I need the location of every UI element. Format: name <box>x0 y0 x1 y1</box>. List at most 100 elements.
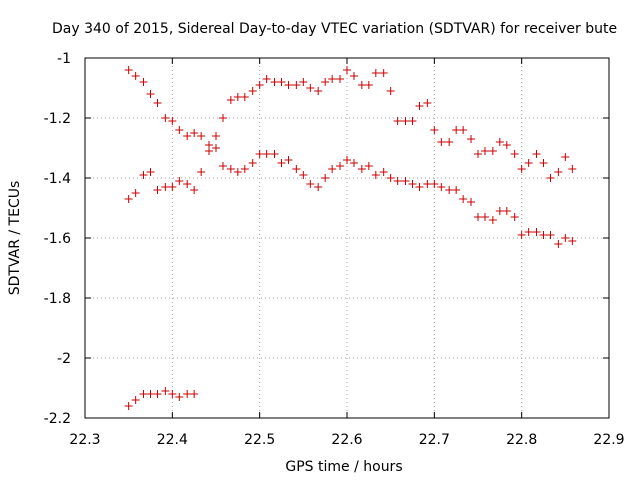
data-point-upper <box>248 87 257 95</box>
x-tick-label: 22.5 <box>244 432 275 448</box>
data-point-middle <box>502 207 511 215</box>
data-point-middle <box>314 183 323 191</box>
data-point-middle <box>488 216 497 224</box>
y-tick-label: -1.2 <box>44 111 71 127</box>
data-point-middle <box>218 162 227 170</box>
data-point-upper <box>197 132 206 140</box>
y-tick-label: -1.6 <box>44 231 71 247</box>
data-point-middle <box>168 183 177 191</box>
data-point-middle <box>131 189 140 197</box>
data-point-upper <box>510 150 519 158</box>
data-point-middle <box>423 180 432 188</box>
data-point-middle <box>546 231 555 239</box>
data-point-upper <box>393 117 402 125</box>
data-point-middle <box>452 186 461 194</box>
data-point-upper <box>423 99 432 107</box>
data-point-upper <box>314 87 323 95</box>
data-point-middle <box>357 165 366 173</box>
data-point-upper <box>474 150 482 158</box>
data-point-middle <box>364 162 373 170</box>
data-point-upper <box>131 72 140 80</box>
data-point-lower <box>139 390 148 398</box>
data-point-middle <box>517 231 526 239</box>
data-point-upper <box>517 165 526 173</box>
data-point-upper <box>270 78 279 86</box>
data-point-middle <box>321 174 330 182</box>
data-point-middle <box>248 159 257 167</box>
y-tick-label: -1 <box>57 51 71 67</box>
data-point-lower <box>124 402 133 410</box>
chart-title: Day 340 of 2015, Sidereal Day-to-day VTE… <box>52 21 617 37</box>
data-point-middle <box>539 231 548 239</box>
data-point-middle <box>437 183 446 191</box>
data-point-middle <box>386 174 395 182</box>
data-point-middle <box>343 156 351 164</box>
x-tick-label: 22.8 <box>506 432 537 448</box>
data-point-middle <box>467 198 476 206</box>
data-point-upper <box>459 126 468 134</box>
data-point-upper <box>328 75 337 83</box>
x-tick-label: 22.9 <box>593 432 624 448</box>
data-point-middle <box>336 162 345 170</box>
data-point-middle <box>401 177 410 185</box>
y-tick-label: -2 <box>57 351 71 367</box>
data-point-middle <box>183 180 192 188</box>
data-point-middle <box>124 195 133 203</box>
data-point-upper <box>336 75 345 83</box>
data-point-upper <box>255 81 264 89</box>
data-point-middle <box>284 156 293 164</box>
data-point-upper <box>401 117 410 125</box>
data-point-upper <box>437 138 446 146</box>
data-point-upper <box>554 168 563 176</box>
data-point-middle <box>554 240 563 248</box>
data-point-upper <box>212 132 220 140</box>
data-point-middle <box>240 165 249 173</box>
data-point-lower <box>146 390 155 398</box>
axis-ticks <box>84 57 610 419</box>
y-tick-label: -2.2 <box>44 411 71 427</box>
data-point-middle <box>212 144 220 152</box>
data-point-upper <box>488 147 497 155</box>
data-point-upper <box>343 66 351 74</box>
data-point-upper <box>524 159 533 167</box>
x-tick-label: 22.7 <box>419 432 450 448</box>
data-point-middle <box>430 180 439 188</box>
data-point-middle <box>349 159 358 167</box>
x-tick-label: 22.6 <box>331 432 362 448</box>
data-point-upper <box>430 126 439 134</box>
data-point-middle <box>226 165 235 173</box>
series-middle <box>124 144 577 248</box>
data-point-lower <box>153 390 162 398</box>
data-point-upper <box>408 117 417 125</box>
data-point-middle <box>292 165 301 173</box>
data-point-middle <box>379 168 388 176</box>
data-point-upper <box>161 114 170 122</box>
data-point-upper <box>546 174 555 182</box>
x-tick-labels: 22.3 22.4 22.5 22.6 22.7 22.8 22.9 <box>69 432 624 448</box>
data-point-middle <box>299 171 308 179</box>
y-axis-label: SDTVAR / TECUs <box>7 181 23 296</box>
data-point-upper <box>284 81 293 89</box>
data-point-upper <box>371 69 380 77</box>
data-point-upper <box>153 99 162 107</box>
data-point-lower <box>161 387 170 395</box>
data-point-upper <box>480 147 489 155</box>
data-point-middle <box>568 237 577 245</box>
data-point-lower <box>190 390 199 398</box>
data-point-middle <box>161 183 170 191</box>
data-point-upper <box>190 129 199 137</box>
data-point-middle <box>371 171 380 179</box>
data-point-middle <box>532 228 541 236</box>
data-point-upper <box>321 78 330 86</box>
data-point-upper <box>306 84 315 92</box>
data-point-middle <box>510 213 519 221</box>
data-point-middle <box>190 186 199 194</box>
data-point-upper <box>568 165 577 173</box>
data-point-upper <box>277 78 286 86</box>
data-point-upper <box>386 87 395 95</box>
x-tick-label: 22.4 <box>157 432 188 448</box>
data-point-upper <box>532 150 541 158</box>
data-point-middle <box>262 150 271 158</box>
